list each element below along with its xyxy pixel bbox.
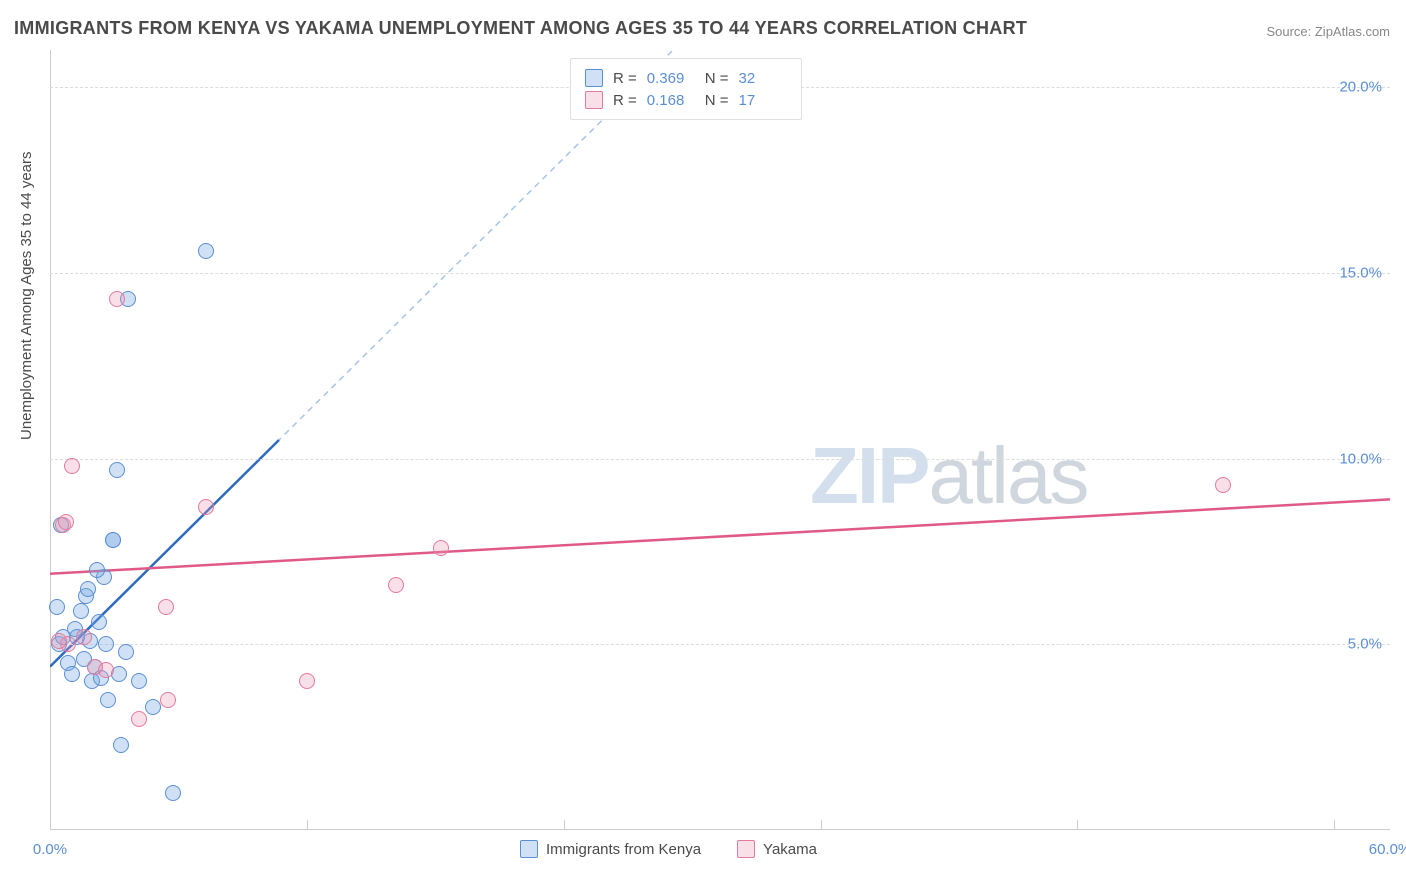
n-label: N = bbox=[705, 92, 729, 109]
watermark-thin: atlas bbox=[928, 431, 1087, 520]
data-point bbox=[80, 581, 96, 597]
x-tick-label: 60.0% bbox=[1369, 841, 1406, 858]
data-point bbox=[433, 540, 449, 556]
n-value: 32 bbox=[739, 70, 787, 87]
legend-row: R = 0.369 N = 32 bbox=[585, 67, 787, 89]
n-label: N = bbox=[705, 70, 729, 87]
gridline bbox=[50, 644, 1390, 645]
legend-swatch bbox=[520, 840, 538, 858]
x-tick-label: 0.0% bbox=[33, 841, 67, 858]
trend-lines-svg bbox=[50, 50, 1390, 830]
r-label: R = bbox=[613, 70, 637, 87]
data-point bbox=[118, 644, 134, 660]
x-tick bbox=[821, 820, 822, 830]
x-axis bbox=[50, 829, 1390, 830]
series-legend-item: Immigrants from Kenya bbox=[520, 840, 701, 858]
chart-area: ZIPatlas 5.0%10.0%15.0%20.0%0.0%60.0% R … bbox=[50, 50, 1390, 830]
n-value: 17 bbox=[739, 92, 787, 109]
series-legend: Immigrants from Kenya Yakama bbox=[520, 840, 817, 858]
data-point bbox=[113, 737, 129, 753]
r-value: 0.369 bbox=[647, 70, 695, 87]
data-point bbox=[64, 458, 80, 474]
data-point bbox=[198, 499, 214, 515]
series-legend-item: Yakama bbox=[737, 840, 817, 858]
data-point bbox=[91, 614, 107, 630]
data-point bbox=[1215, 477, 1231, 493]
source-label: Source: ZipAtlas.com bbox=[1266, 24, 1390, 39]
y-tick-label: 10.0% bbox=[1339, 450, 1382, 467]
data-point bbox=[131, 673, 147, 689]
legend-swatch bbox=[737, 840, 755, 858]
data-point bbox=[158, 599, 174, 615]
gridline bbox=[50, 273, 1390, 274]
legend-row: R = 0.168 N = 17 bbox=[585, 89, 787, 111]
data-point bbox=[98, 636, 114, 652]
legend-swatch bbox=[585, 91, 603, 109]
watermark: ZIPatlas bbox=[810, 430, 1087, 522]
y-axis bbox=[50, 50, 51, 830]
y-tick-label: 5.0% bbox=[1348, 636, 1382, 653]
data-point bbox=[51, 633, 67, 649]
series-name: Immigrants from Kenya bbox=[546, 841, 701, 858]
data-point bbox=[165, 785, 181, 801]
data-point bbox=[131, 711, 147, 727]
x-tick bbox=[1334, 820, 1335, 830]
data-point bbox=[105, 532, 121, 548]
data-point bbox=[76, 629, 92, 645]
data-point bbox=[198, 243, 214, 259]
data-point bbox=[299, 673, 315, 689]
x-tick bbox=[564, 820, 565, 830]
r-label: R = bbox=[613, 92, 637, 109]
data-point bbox=[89, 562, 105, 578]
data-point bbox=[100, 692, 116, 708]
watermark-bold: ZIP bbox=[810, 431, 928, 520]
y-axis-label: Unemployment Among Ages 35 to 44 years bbox=[18, 151, 35, 440]
data-point bbox=[145, 699, 161, 715]
data-point bbox=[58, 514, 74, 530]
r-value: 0.168 bbox=[647, 92, 695, 109]
data-point bbox=[109, 462, 125, 478]
legend-swatch bbox=[585, 69, 603, 87]
data-point bbox=[160, 692, 176, 708]
x-tick bbox=[1077, 820, 1078, 830]
data-point bbox=[73, 603, 89, 619]
data-point bbox=[49, 599, 65, 615]
x-tick bbox=[307, 820, 308, 830]
series-name: Yakama bbox=[763, 841, 817, 858]
y-tick-label: 15.0% bbox=[1339, 264, 1382, 281]
gridline bbox=[50, 459, 1390, 460]
data-point bbox=[388, 577, 404, 593]
correlation-legend: R = 0.369 N = 32 R = 0.168 N = 17 bbox=[570, 58, 802, 120]
data-point bbox=[64, 666, 80, 682]
chart-title: IMMIGRANTS FROM KENYA VS YAKAMA UNEMPLOY… bbox=[14, 18, 1027, 39]
data-point bbox=[98, 662, 114, 678]
data-point bbox=[109, 291, 125, 307]
y-tick-label: 20.0% bbox=[1339, 79, 1382, 96]
